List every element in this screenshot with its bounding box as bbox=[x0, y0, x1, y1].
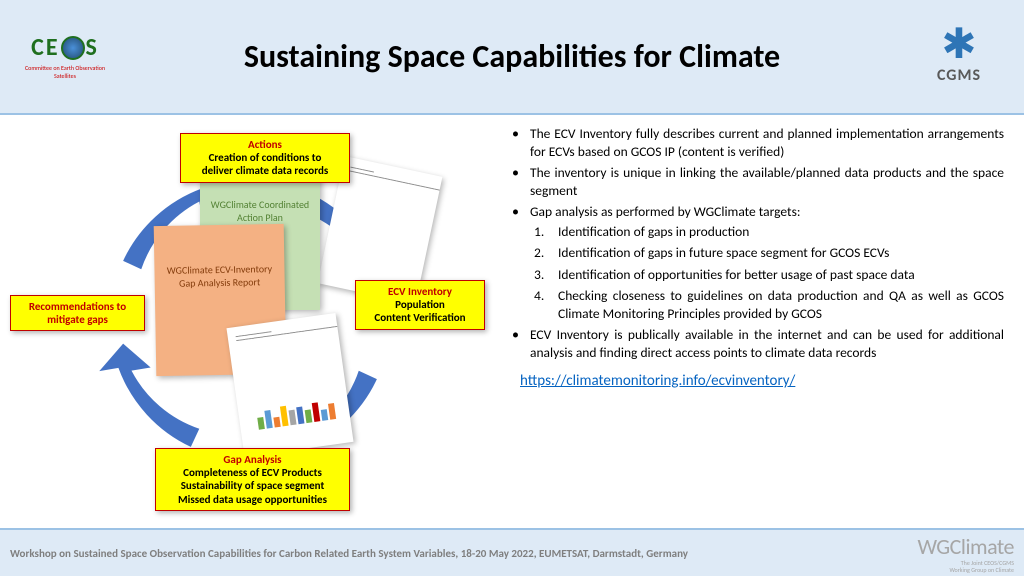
cgms-logo: ✱ CGMS bbox=[909, 28, 1009, 85]
bullet-item: The ECV Inventory fully describes curren… bbox=[530, 125, 1004, 160]
num-item: Identification of opportunities for bett… bbox=[558, 266, 1004, 284]
star-icon: ✱ bbox=[909, 28, 1009, 62]
num-item: Identification of gaps in future space s… bbox=[558, 244, 1004, 262]
num-item: Identification of gaps in production bbox=[558, 223, 1004, 241]
bullet-list: The ECV Inventory fully describes curren… bbox=[500, 125, 1004, 362]
box-actions: Actions Creation of conditions todeliver… bbox=[180, 133, 350, 183]
box-recommendations: Recommendations tomitigate gaps bbox=[10, 295, 145, 331]
bar-chart-icon bbox=[256, 398, 342, 429]
box-gap: Gap Analysis Completeness of ECV Product… bbox=[155, 448, 350, 511]
num-item: Checking closeness to guidelines on data… bbox=[558, 287, 1004, 322]
cycle-diagram: ▬▬▬▬▬▬▬▬▬▬▬▬▬▬▬▬▬▬▬▬▬▬▬▬▬▬▬▬▬▬▬▬▬▬▬▬▬▬▬▬… bbox=[0, 115, 500, 528]
numbered-list: Identification of gaps in production Ide… bbox=[530, 223, 1004, 323]
text-content: The ECV Inventory fully describes curren… bbox=[500, 115, 1024, 528]
bullet-item: Gap analysis as performed by WGClimate t… bbox=[530, 203, 1004, 322]
wgclimate-logo: WGClimate The Joint CEOS/CGMSWorking Gro… bbox=[917, 533, 1014, 573]
footer: Workshop on Sustained Space Observation … bbox=[0, 528, 1024, 576]
doc-gap-analysis: ▬▬▬▬▬▬▬▬▬▬▬▬▬▬▬▬▬▬▬▬▬▬▬▬▬▬▬▬▬▬▬▬▬▬▬▬▬▬▬▬… bbox=[226, 313, 353, 457]
ceos-logo: CES Committee on Earth Observation Satel… bbox=[15, 33, 115, 80]
box-inventory: ECV Inventory PopulationContent Verifica… bbox=[355, 280, 485, 330]
header: CES Committee on Earth Observation Satel… bbox=[0, 0, 1024, 115]
main-content: ▬▬▬▬▬▬▬▬▬▬▬▬▬▬▬▬▬▬▬▬▬▬▬▬▬▬▬▬▬▬▬▬▬▬▬▬▬▬▬▬… bbox=[0, 115, 1024, 528]
inventory-link[interactable]: https://climatemonitoring.info/ecvinvent… bbox=[520, 372, 1004, 392]
page-title: Sustaining Space Capabilities for Climat… bbox=[115, 37, 909, 76]
bullet-item: The inventory is unique in linking the a… bbox=[530, 164, 1004, 199]
footer-text: Workshop on Sustained Space Observation … bbox=[10, 547, 917, 560]
earth-icon bbox=[61, 36, 85, 60]
bullet-item: ECV Inventory is publically available in… bbox=[530, 326, 1004, 361]
